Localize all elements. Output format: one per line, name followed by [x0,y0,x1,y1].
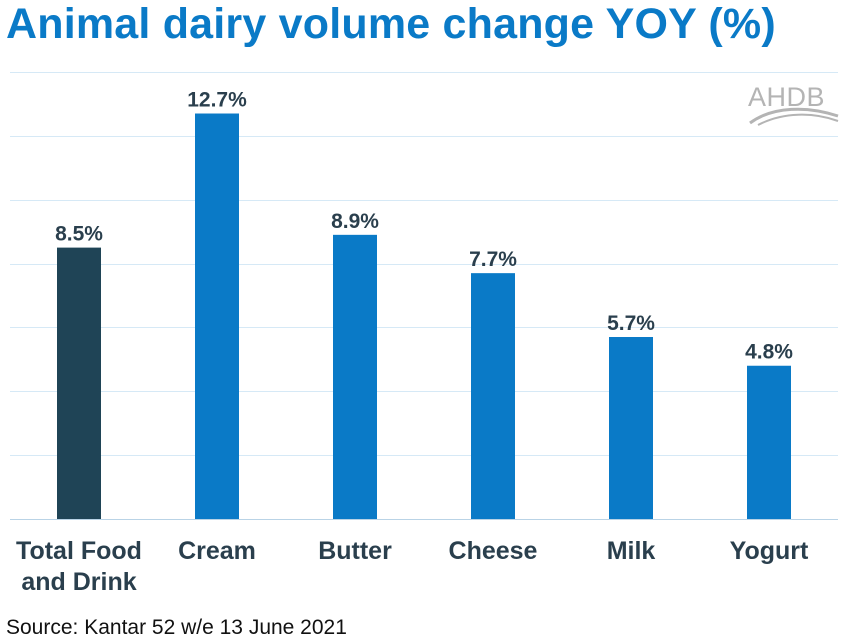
bars [57,113,791,520]
gridlines [10,72,838,520]
value-label: 4.8% [745,341,793,364]
x-tick-label: Yogurt [730,537,809,565]
value-label: 12.7% [187,89,247,112]
source-note: Source: Kantar 52 w/e 13 June 2021 [6,616,347,639]
bar [609,337,653,519]
x-tick-label: Milk [607,537,656,565]
ahdb-logo: AHDB [748,82,839,126]
value-label: 5.7% [607,312,655,335]
value-label: 7.7% [469,248,517,271]
bar [747,365,791,519]
bar [333,234,377,520]
x-tick-label: Butter [318,537,392,565]
logo-swoosh-icon [749,107,839,126]
x-tick-label: Cream [178,537,256,565]
bar [57,247,101,519]
chart-title: Animal dairy volume change YOY (%) [6,0,776,48]
logo-text: AHDB [748,82,826,112]
bar [195,113,239,519]
x-tick-label: and Drink [21,568,136,596]
x-tick-label: Cheese [449,537,538,565]
x-tick-label: Total Food [16,537,142,565]
value-label: 8.9% [331,210,379,233]
bar [471,273,515,519]
value-label: 8.5% [55,223,103,246]
x-tick-labels: Total Food and Drink Cream Butter Cheese Milk… [16,537,809,596]
value-labels: 8.5% 12.7% 8.9% 7.7% 5.7% 4.8% [55,89,793,364]
